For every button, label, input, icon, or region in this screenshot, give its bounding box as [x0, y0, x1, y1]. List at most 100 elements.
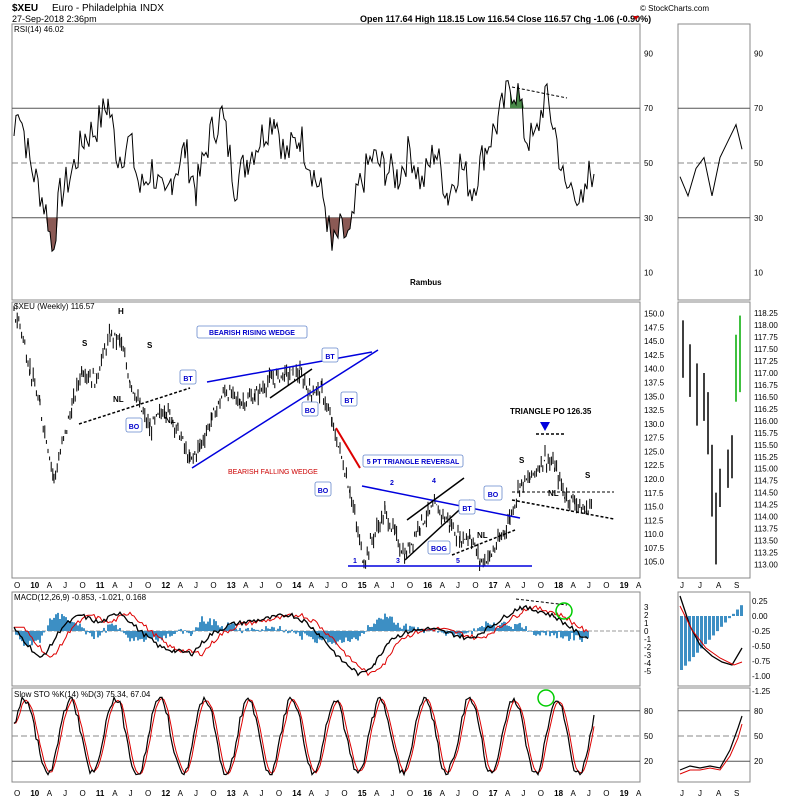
- macd-histogram-bar: [271, 626, 273, 631]
- macd-histogram-bar: [69, 621, 71, 631]
- macd-histogram-bar: [583, 631, 585, 637]
- macd-histogram-bar: [585, 631, 587, 639]
- macd-histogram-bar: [281, 630, 283, 631]
- wedge-label-box: [196, 325, 308, 339]
- trendline: [511, 499, 615, 520]
- sto-side-ytick: 50: [754, 732, 763, 741]
- rsi-side-ytick: 70: [754, 104, 763, 113]
- macd-histogram-bar: [265, 626, 267, 631]
- macd-histogram-bar: [321, 631, 323, 641]
- instrument-name: Euro - Philadelphia: [52, 3, 137, 14]
- s-label-1: S: [82, 339, 88, 348]
- sto-xtick: A: [47, 789, 53, 798]
- daily-ytick: 117.50: [754, 345, 778, 354]
- sto-xtick: J: [63, 789, 67, 798]
- sto-side-ytick: 20: [754, 757, 763, 766]
- macd-histogram-bar: [455, 631, 457, 634]
- macd-histogram-bar: [369, 627, 371, 631]
- macd-histogram-bar: [461, 631, 463, 634]
- macd-histogram-bar: [113, 625, 115, 631]
- macd-histogram-bar: [310, 631, 312, 637]
- macd-histogram-bar: [382, 619, 384, 631]
- macd-histogram-bar: [147, 631, 149, 637]
- macd-histogram-bar: [558, 631, 560, 632]
- macd-histogram-bar: [562, 631, 564, 639]
- side-xtick: S: [734, 581, 739, 590]
- macd-histogram-bar: [209, 618, 211, 631]
- macd-histogram-bar: [247, 627, 249, 631]
- macd-histogram-bar: [180, 628, 182, 631]
- macd-histogram-bar: [123, 631, 125, 634]
- macd-histogram-bar: [188, 631, 190, 634]
- macd-histogram-bar: [473, 628, 475, 631]
- macd-histogram-bar: [287, 631, 289, 634]
- macd-histogram-bar: [337, 631, 339, 642]
- sto-xtick: A: [440, 789, 446, 798]
- macd-histogram-bar: [481, 625, 483, 631]
- sto-side-ytick: 80: [754, 707, 763, 716]
- macd-histogram-bar: [205, 623, 207, 631]
- sto-xtick: O: [407, 789, 413, 798]
- macd-histogram-bar: [139, 631, 141, 640]
- bo-label-2: BO: [305, 408, 316, 415]
- macd-histogram-bar: [483, 627, 485, 631]
- daily-ytick: 113.75: [754, 525, 778, 534]
- daily-ytick: 117.25: [754, 357, 778, 366]
- price-ytick: 132.5: [644, 406, 665, 415]
- ohlc-line: Open 117.64 High 118.15 Low 116.54 Close…: [360, 14, 651, 24]
- macd-side-ytick: -0.25: [752, 627, 771, 636]
- macd-histogram-bar: [543, 631, 545, 633]
- sto-highlight-circle: [537, 689, 555, 707]
- price-ytick: 117.5: [644, 489, 664, 498]
- macd-histogram-bar: [437, 631, 439, 633]
- macd-histogram-bar: [71, 621, 73, 631]
- macd-histogram-bar: [251, 627, 253, 631]
- wedge-label: BEARISH RISING WEDGE: [209, 330, 295, 337]
- macd-side-bar: [688, 616, 691, 662]
- macd-histogram-bar: [137, 631, 139, 641]
- macd-histogram-bar: [171, 631, 173, 636]
- macd-histogram-bar: [556, 631, 558, 639]
- daily-ytick: 114.75: [754, 477, 778, 486]
- daily-ytick: 116.50: [754, 393, 778, 402]
- sto-xtick: 16: [423, 789, 432, 798]
- macd-histogram-bar: [249, 630, 251, 631]
- macd-histogram-bar: [131, 631, 133, 639]
- price-ytick: 145.0: [644, 337, 665, 346]
- panel-frame: [677, 301, 751, 579]
- sto-xtick: O: [276, 789, 282, 798]
- sto-side-d: [679, 723, 743, 775]
- macd-histogram-bar: [174, 631, 176, 634]
- sto-ytick: 80: [644, 707, 653, 716]
- macd-side-ytick: -0.75: [752, 657, 771, 666]
- price-xtick: J: [194, 581, 198, 590]
- panel-frame: [11, 23, 641, 301]
- macd-highlight-circle: [555, 602, 573, 620]
- macd-histogram-bar: [407, 629, 409, 631]
- macd-histogram-bar: [363, 631, 365, 634]
- macd-histogram-bar: [333, 631, 335, 643]
- macd-histogram-bar: [93, 631, 95, 639]
- macd-histogram-bar: [59, 618, 61, 631]
- price-xtick: O: [407, 581, 413, 590]
- nl-label-3: NL: [477, 531, 488, 540]
- price-ytick: 122.5: [644, 461, 665, 470]
- price-ytick: 150.0: [644, 310, 665, 319]
- macd-ytick: 1: [644, 619, 649, 628]
- macd-histogram-bar: [293, 631, 295, 633]
- side-xtick: J: [698, 789, 702, 798]
- macd-histogram-bar: [99, 631, 101, 636]
- s-label-2: S: [147, 341, 153, 350]
- macd-histogram-bar: [380, 618, 382, 631]
- nl-label-1: NL: [113, 395, 124, 404]
- macd-line: [13, 604, 589, 677]
- macd-histogram-bar: [395, 624, 397, 631]
- trendline: [206, 351, 373, 383]
- macd-histogram-bar: [27, 631, 29, 647]
- macd-histogram-bar: [391, 616, 393, 631]
- macd-histogram-bar: [549, 631, 551, 637]
- price-xtick: J: [63, 581, 67, 590]
- macd-histogram-bar: [77, 625, 79, 631]
- sto-xtick: 19: [620, 789, 629, 798]
- macd-histogram-bar: [297, 631, 299, 633]
